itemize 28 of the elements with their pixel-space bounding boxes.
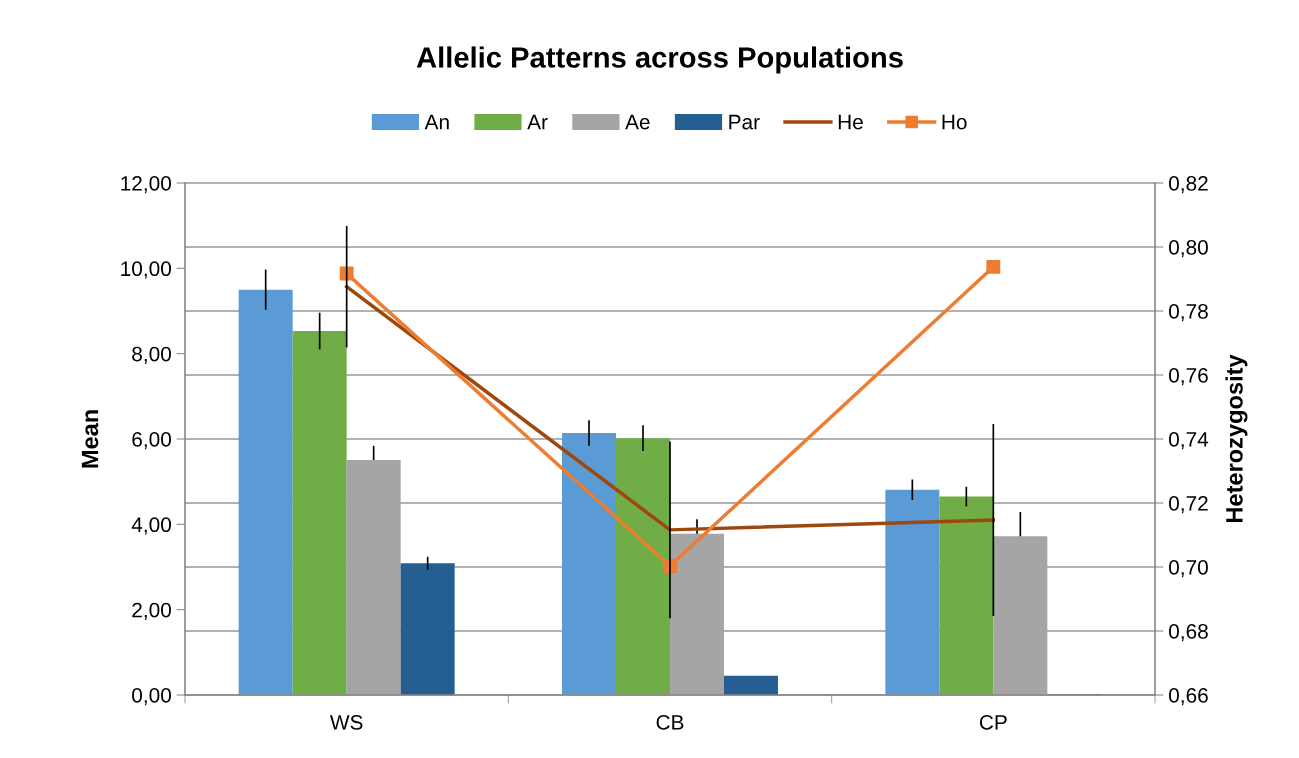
y2-tick-label: 0,78 [1169,304,1208,322]
y-tick-label: 0,00 [132,688,171,706]
legend-label: Ar [527,114,548,130]
legend-label: Ae [625,114,650,130]
y2-tick-label: 0,66 [1169,688,1208,706]
y-axis-title: Mean [81,410,99,468]
y2-tick-label: 0,74 [1169,432,1209,450]
y-tick-label: 8,00 [132,346,171,364]
legend-label: He [838,114,863,130]
legend-label: Par [729,114,760,130]
x-tick-label: WS [329,714,363,730]
y2-tick-label: 0,80 [1169,240,1208,258]
chart-title: Allelic Patterns across Populations [416,46,903,74]
y-tick-label: 10,00 [121,261,171,279]
x-tick-label: CP [979,714,1007,730]
y2-tick-label: 0,68 [1169,624,1208,642]
y2-tick-label: 0,76 [1169,368,1208,386]
y-tick-label: 4,00 [131,517,171,535]
y2-tick-label: 0,72 [1169,496,1208,514]
legend-label: An [424,114,449,130]
y-tick-label: 6,00 [132,432,171,450]
y2-axis-title: Heterozygosity [1225,354,1248,523]
x-tick-label: CB [656,714,684,730]
y-tick-label: 12,00 [121,176,171,194]
legend-label: Ho [942,114,967,130]
y2-tick-label: 0,70 [1169,560,1208,578]
y2-tick-label: 0,82 [1169,176,1208,194]
y-tick-label: 2,00 [132,602,171,620]
